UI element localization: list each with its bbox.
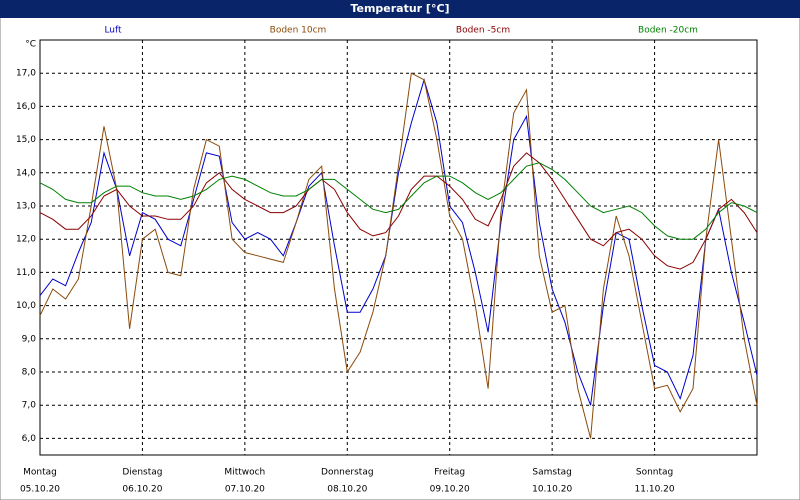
y-tick-label: 15,0 xyxy=(16,135,36,145)
y-tick-label: 17,0 xyxy=(16,69,36,79)
x-tick-label: Mittwoch xyxy=(224,468,265,478)
y-tick-label: 6,0 xyxy=(22,434,37,444)
y-tick-label: 13,0 xyxy=(16,202,36,212)
x-tick-date: 11.10.20 xyxy=(635,485,675,495)
x-tick-label: Dienstag xyxy=(122,468,162,478)
series-line xyxy=(39,78,758,406)
series-line xyxy=(39,152,758,270)
x-tick-date: 10.10.20 xyxy=(532,485,572,495)
x-tick-label: Montag xyxy=(23,468,57,478)
plot-area xyxy=(39,39,758,456)
x-tick-label: Donnerstag xyxy=(321,468,374,478)
legend-entry: Boden 10cm xyxy=(270,26,327,36)
y-tick-label: 11,0 xyxy=(16,268,36,278)
y-tick-label: 10,0 xyxy=(16,301,36,311)
legend-entry: Boden -5cm xyxy=(456,26,510,36)
y-tick-label: 8,0 xyxy=(22,368,37,378)
x-tick-date: 09.10.20 xyxy=(430,485,470,495)
y-tick-label: 16,0 xyxy=(16,102,36,112)
x-tick-label: Freitag xyxy=(434,468,465,478)
title-bar xyxy=(0,0,800,18)
series-line xyxy=(39,72,758,439)
x-tick-date: 06.10.20 xyxy=(122,485,162,495)
x-tick-date: 05.10.20 xyxy=(20,485,60,495)
y-tick-label: 9,0 xyxy=(22,334,37,344)
chart-title: Temperatur [°C] xyxy=(350,2,449,15)
x-tick-label: Sonntag xyxy=(636,468,673,478)
y-tick-label: 7,0 xyxy=(22,401,37,411)
series-line xyxy=(39,162,758,240)
legend-entry: Luft xyxy=(104,26,122,36)
x-tick-date: 07.10.20 xyxy=(225,485,265,495)
y-tick-label: 12,0 xyxy=(16,235,36,245)
y-unit: °C xyxy=(25,40,36,50)
legend-entry: Boden -20cm xyxy=(638,26,698,36)
x-tick-label: Samstag xyxy=(532,468,571,478)
y-tick-label: 14,0 xyxy=(16,168,36,178)
x-tick-date: 08.10.20 xyxy=(327,485,367,495)
